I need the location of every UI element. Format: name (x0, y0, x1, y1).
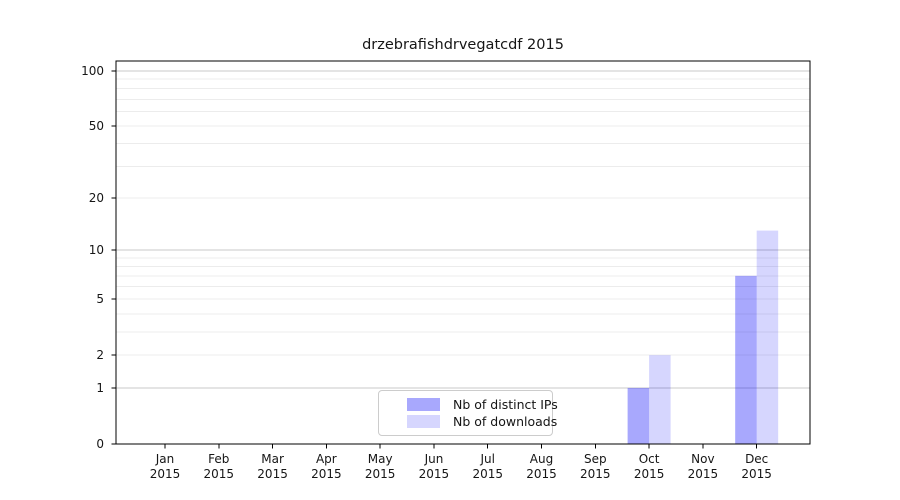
x-tick-year: 2015 (418, 467, 450, 481)
x-tick-month: Nov (691, 452, 715, 466)
x-tick-year: 2015 (257, 467, 288, 481)
y-tick-label-10: 10 (88, 243, 104, 258)
x-tick-month: Dec (745, 452, 769, 466)
x-tick-label-dec: Dec 2015 (717, 452, 797, 482)
legend-swatch-downloads-icon (407, 415, 440, 428)
x-tick-month: Oct (638, 452, 660, 466)
x-tick-label-mar: Mar 2015 (233, 452, 313, 482)
x-tick-month: Aug (529, 452, 554, 466)
x-tick-month: May (367, 452, 393, 466)
y-tick-label-50: 50 (88, 119, 104, 134)
x-tick-label-jul: Jul 2015 (448, 452, 528, 482)
legend-swatch-distinct-ips-icon (407, 398, 440, 411)
legend-item-downloads: Nb of downloads (407, 414, 557, 429)
x-tick-label-oct: Oct 2015 (609, 452, 689, 482)
x-tick-month: Sep (584, 452, 607, 466)
y-tick-label-20: 20 (88, 190, 104, 205)
x-tick-label-feb: Feb 2015 (179, 452, 259, 482)
y-tick-label-1: 1 (96, 380, 104, 395)
bar-nb-of-distinct-ips-dec (735, 275, 757, 444)
x-tick-year: 2015 (149, 467, 181, 481)
x-tick-label-may: May 2015 (340, 452, 420, 482)
legend-item-distinct-ips: Nb of distinct IPs (407, 397, 558, 412)
legend-label-distinct-ips: Nb of distinct IPs (453, 397, 558, 412)
y-tick-label-5: 5 (96, 292, 104, 307)
legend: Nb of distinct IPs Nb of downloads (378, 390, 558, 436)
x-tick-month: Jul (480, 452, 495, 466)
chart-title: drzebrafishdrvegatcdf 2015 (362, 37, 564, 53)
x-tick-month: Apr (315, 452, 337, 466)
x-tick-label-jun: Jun 2015 (394, 452, 474, 482)
plot-border (115, 60, 811, 445)
x-tick-year: 2015 (203, 467, 235, 481)
x-tick-year: 2015 (633, 467, 665, 481)
x-tick-month: Feb (208, 452, 230, 466)
x-tick-year: 2015 (311, 467, 342, 481)
y-tick-label-2: 2 (96, 348, 104, 363)
bar-nb-of-downloads-oct (649, 355, 671, 444)
legend-label-downloads: Nb of downloads (453, 414, 558, 429)
x-tick-month: Jun (424, 452, 444, 466)
x-tick-year: 2015 (741, 467, 772, 481)
x-tick-label-apr: Apr 2015 (286, 452, 366, 482)
x-tick-month: Jan (155, 452, 175, 466)
x-tick-label-aug: Aug 2015 (502, 452, 582, 482)
x-tick-year: 2015 (526, 467, 557, 481)
x-tick-year: 2015 (687, 467, 719, 481)
x-tick-label-sep: Sep 2015 (555, 452, 635, 482)
y-tick-label-100: 100 (81, 63, 104, 78)
y-tick-label-0: 0 (96, 437, 104, 451)
x-tick-label-jan: Jan 2015 (125, 452, 205, 482)
bar-nb-of-downloads-dec (756, 230, 779, 444)
x-tick-year: 2015 (472, 467, 503, 481)
x-tick-month: Mar (261, 452, 284, 466)
bar-nb-of-distinct-ips-oct (627, 387, 650, 444)
x-tick-year: 2015 (580, 467, 611, 481)
x-tick-label-nov: Nov 2015 (663, 452, 743, 482)
x-tick-year: 2015 (364, 467, 396, 481)
